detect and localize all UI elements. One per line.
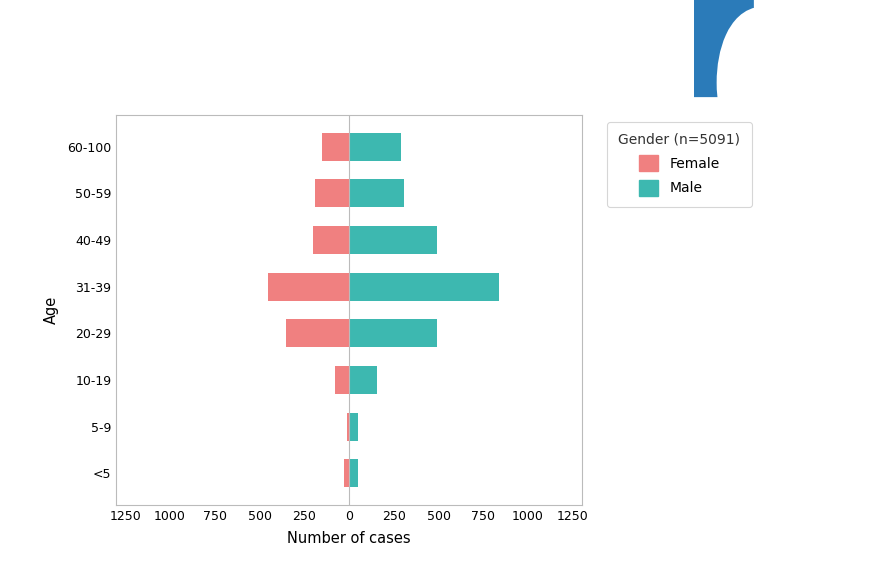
- Bar: [286, 319, 349, 347]
- Bar: [349, 459, 358, 487]
- Bar: [315, 179, 349, 207]
- Bar: [349, 319, 436, 347]
- Bar: [313, 226, 349, 254]
- Bar: [349, 366, 376, 394]
- Bar: [349, 133, 401, 161]
- Bar: [349, 226, 436, 254]
- Bar: [334, 366, 349, 394]
- Bar: [347, 413, 349, 441]
- Bar: [343, 459, 349, 487]
- Bar: [268, 273, 349, 301]
- Bar: [349, 273, 499, 301]
- Text: Figure 4. Répartition par âge et par sexe des cas confirmés de COVID-19 dans la : Figure 4. Répartition par âge et par sex…: [13, 25, 575, 56]
- FancyBboxPatch shape: [687, 0, 753, 96]
- X-axis label: Number of cases: Number of cases: [287, 532, 410, 546]
- Bar: [322, 133, 349, 161]
- Legend: Female, Male: Female, Male: [607, 122, 751, 207]
- Bar: [349, 179, 403, 207]
- Bar: [349, 413, 358, 441]
- Y-axis label: Age: Age: [44, 296, 59, 324]
